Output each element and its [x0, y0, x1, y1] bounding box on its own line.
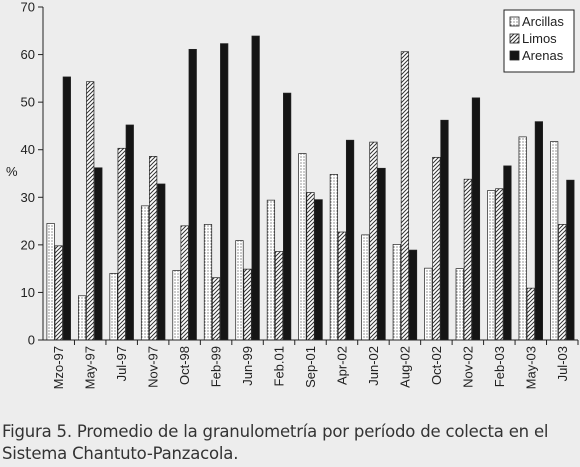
- bar-arcillas: [424, 267, 433, 341]
- x-tick-label: Oct-98: [177, 346, 192, 385]
- y-tick-label: 50: [21, 95, 35, 110]
- figure-caption: Figura 5. Promedio de la granulometría p…: [2, 421, 578, 465]
- bar-arenas: [220, 43, 229, 341]
- bar-arenas: [377, 167, 386, 341]
- bar-arenas: [283, 92, 292, 341]
- bar-arenas: [566, 179, 575, 341]
- bar-arcillas: [266, 199, 276, 341]
- bar-arcillas: [235, 240, 244, 341]
- y-tick-label: 0: [28, 333, 35, 348]
- x-tick-label: Nov-97: [146, 346, 161, 388]
- bar-arenas: [314, 199, 323, 341]
- bar-arenas: [345, 139, 355, 341]
- x-tick-label: Oct-02: [429, 346, 444, 385]
- bar-arenas: [471, 97, 481, 341]
- legend-label-limos: Limos: [522, 31, 557, 46]
- x-tick-label: Jun-02: [366, 346, 381, 386]
- x-tick-label: Feb-99: [209, 346, 224, 387]
- bar-limos: [463, 178, 472, 341]
- bar-arcillas: [298, 153, 307, 341]
- bar-limos: [495, 188, 504, 341]
- bar-chart: 0 10 20 30 40 50 60 70 Mzo-97 May-97 Jul-97 Nov-97…: [6, 0, 579, 389]
- bar-limos: [369, 141, 378, 341]
- bar-arenas: [157, 183, 166, 341]
- legend: Arcillas Limos Arenas: [503, 9, 575, 73]
- bar-arenas: [125, 124, 134, 341]
- bar-limos: [54, 245, 63, 341]
- bar-limos: [243, 268, 252, 341]
- bar-arcillas: [203, 224, 213, 341]
- bar-arcillas: [109, 273, 118, 341]
- legend-label-arcillas: Arcillas: [522, 14, 564, 29]
- bar-arenas: [188, 48, 197, 341]
- x-tick-label: Sep-01: [303, 346, 318, 388]
- bar-limos: [117, 147, 126, 341]
- x-tick-label: Jul-97: [114, 346, 129, 381]
- x-tick-label: May-97: [83, 346, 98, 389]
- bar-arcillas: [392, 244, 401, 341]
- bar-arenas: [408, 249, 418, 341]
- bar-limos: [149, 156, 158, 341]
- bar-arcillas: [78, 295, 87, 341]
- bar-arcillas: [46, 223, 55, 341]
- y-tick-label: 40: [21, 142, 35, 157]
- bar-arenas: [94, 167, 103, 341]
- bar-limos: [432, 156, 441, 341]
- bar-limos: [211, 277, 221, 341]
- y-tick-label: 70: [21, 0, 35, 15]
- x-axis: Mzo-97 May-97 Jul-97 Nov-97 Oct-98 Feb-99 Jun-…: [43, 339, 579, 389]
- caption-line-1: Figura 5. Promedio de la granulometría p…: [2, 422, 549, 441]
- x-tick-label: Nov-02: [460, 346, 475, 388]
- bar-arcillas: [329, 174, 338, 341]
- bar-arcillas: [455, 268, 464, 341]
- bar-arcillas: [518, 136, 527, 341]
- bars: [46, 35, 575, 341]
- bar-limos: [400, 51, 410, 341]
- bar-arcillas: [361, 234, 370, 341]
- x-tick-label: Jul-03: [555, 346, 570, 381]
- x-tick-label: Aug-02: [397, 346, 412, 388]
- x-tick-label: Feb.01: [272, 346, 287, 386]
- y-tick-label: 60: [21, 47, 35, 62]
- y-tick-label: 30: [21, 190, 35, 205]
- bar-arcillas: [487, 190, 496, 341]
- bar-arenas: [251, 35, 260, 341]
- x-tick-label: Jun-99: [240, 346, 255, 386]
- y-axis-label: %: [6, 164, 18, 179]
- legend-label-arenas: Arenas: [522, 48, 564, 63]
- x-tick-label: May-03: [523, 346, 538, 389]
- bar-limos: [558, 224, 567, 341]
- y-tick-label: 20: [21, 237, 35, 252]
- y-axis: 0 10 20 30 40 50 60 70: [21, 0, 44, 348]
- bar-arenas: [62, 76, 71, 341]
- caption-line-2: Sistema Chantuto-Panzacola.: [2, 444, 239, 463]
- x-tick-label: Apr-02: [335, 346, 350, 385]
- bar-limos: [526, 287, 535, 341]
- bar-limos: [180, 225, 189, 341]
- bar-limos: [274, 251, 284, 341]
- bar-arenas: [534, 121, 543, 341]
- bar-limos: [337, 231, 347, 341]
- bar-limos: [306, 192, 315, 341]
- y-tick-label: 10: [21, 285, 35, 300]
- x-tick-label: Mzo-97: [51, 346, 66, 389]
- bar-arcillas: [172, 270, 181, 341]
- legend-swatch-limos: [509, 33, 520, 44]
- bar-limos: [86, 81, 95, 341]
- bar-arcillas: [550, 141, 559, 341]
- x-tick-label: Feb-03: [492, 346, 507, 387]
- bar-arenas: [440, 119, 449, 341]
- chart-svg: 0 10 20 30 40 50 60 70 Mzo-97 May-97 Jul-97 Nov-97…: [6, 0, 579, 389]
- legend-swatch-arenas: [509, 50, 520, 61]
- bar-arenas: [503, 165, 512, 341]
- legend-swatch-arcillas: [509, 16, 520, 27]
- bar-arcillas: [140, 205, 150, 341]
